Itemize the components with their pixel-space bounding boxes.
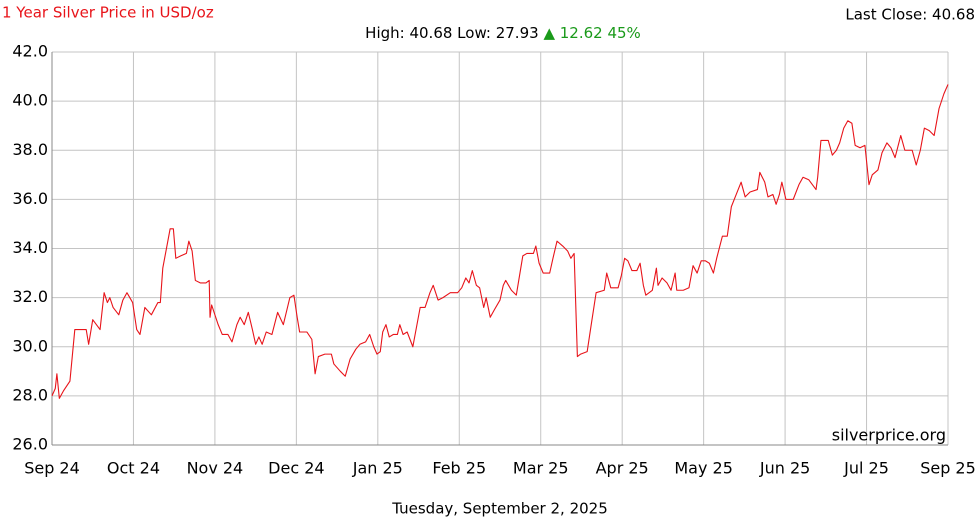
x-tick-label: May 25 <box>674 459 733 478</box>
x-tick-label: Dec 24 <box>268 459 324 478</box>
x-tick-label: Sep 24 <box>24 459 80 478</box>
y-tick-label: 38.0 <box>12 140 48 159</box>
y-tick-label: 34.0 <box>12 238 48 257</box>
x-axis-label: Tuesday, September 2, 2025 <box>391 500 608 518</box>
watermark: silverprice.org <box>832 426 946 445</box>
price-line <box>51 84 949 399</box>
x-tick-label: Nov 24 <box>187 459 244 478</box>
y-tick-label: 30.0 <box>12 336 48 355</box>
y-tick-label: 42.0 <box>12 42 48 61</box>
last-close: Last Close: 40.68 <box>845 6 975 24</box>
x-tick-label: Jun 25 <box>759 459 810 478</box>
x-tick-label: Jul 25 <box>843 459 889 478</box>
y-tick-label: 36.0 <box>12 189 48 208</box>
y-tick-label: 26.0 <box>12 435 48 454</box>
change: ▲ 12.62 45% <box>543 24 640 42</box>
x-tick-label: Oct 24 <box>107 459 160 478</box>
y-tick-label: 40.0 <box>12 91 48 110</box>
summary: High: 40.68 Low: 27.93 <box>365 24 539 42</box>
x-tick-label: Mar 25 <box>513 459 569 478</box>
y-tick-label: 28.0 <box>12 385 48 404</box>
plot <box>51 84 949 399</box>
x-tick-label: Apr 25 <box>596 459 649 478</box>
x-tick-label: Sep 25 <box>920 459 976 478</box>
chart-title: 1 Year Silver Price in USD/oz <box>2 4 214 22</box>
grid <box>51 51 949 446</box>
y-tick-label: 32.0 <box>12 287 48 306</box>
x-tick-label: Feb 25 <box>432 459 486 478</box>
x-tick-label: Jan 25 <box>352 459 403 478</box>
summary-line: High: 40.68 Low: 27.93 ▲ 12.62 45% <box>365 24 641 42</box>
